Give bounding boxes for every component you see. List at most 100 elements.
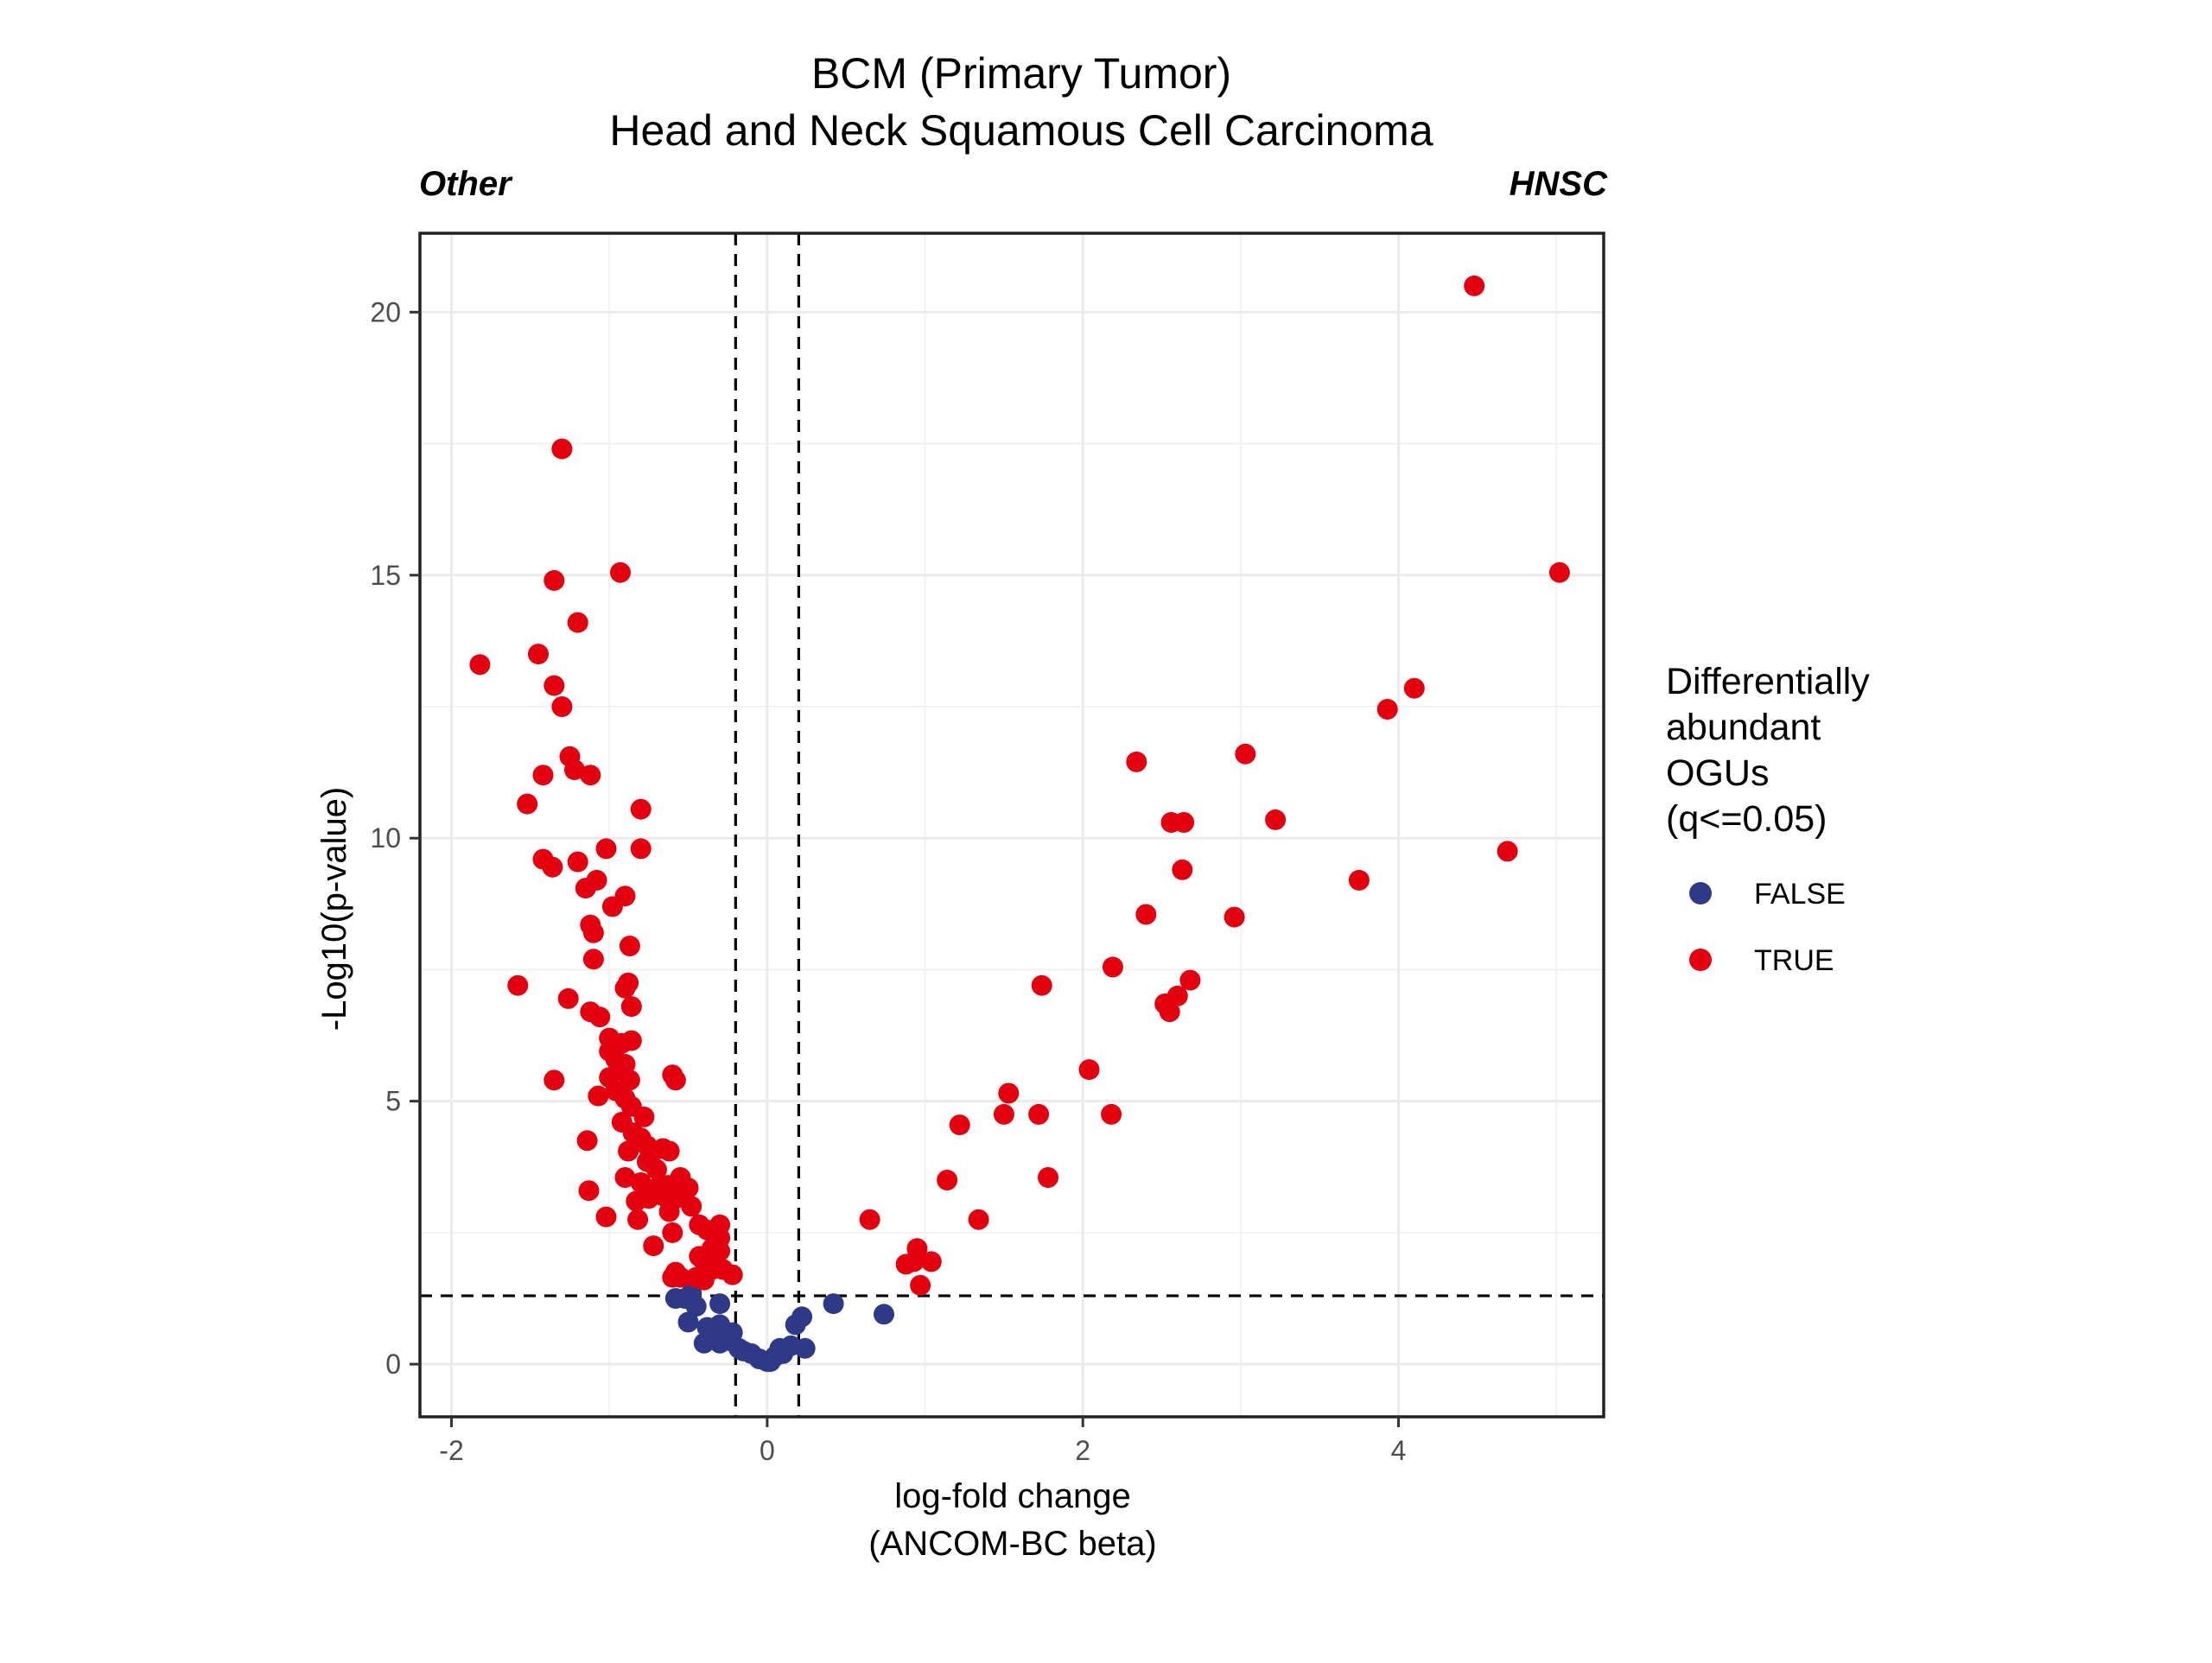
data-point-true <box>630 838 652 860</box>
data-point-true <box>595 1206 617 1228</box>
data-point-true <box>551 696 573 717</box>
data-point-true <box>578 1180 600 1202</box>
data-point-true <box>1179 969 1201 991</box>
data-point-true <box>582 922 604 943</box>
left-group-annotation: Other <box>419 165 513 203</box>
data-point-true <box>627 1209 649 1230</box>
data-point-true <box>551 438 573 460</box>
data-point-true <box>1224 906 1245 928</box>
data-point-true <box>1102 956 1123 978</box>
legend-label-false: FALSE <box>1754 878 1846 911</box>
data-point-true <box>1464 275 1485 296</box>
data-point-true <box>582 949 604 970</box>
data-point-false <box>791 1306 813 1328</box>
data-point-true <box>658 1140 680 1162</box>
data-point-false <box>709 1293 731 1315</box>
data-points <box>469 275 1570 1373</box>
x-axis-title-line2: (ANCOM-BC beta) <box>868 1525 1156 1563</box>
data-point-true <box>620 1030 642 1051</box>
data-point-false <box>693 1332 715 1354</box>
data-point-true <box>517 793 538 815</box>
data-point-true <box>601 896 623 917</box>
data-point-true <box>543 1070 565 1091</box>
data-point-true <box>630 1172 652 1193</box>
data-point-true <box>619 936 640 956</box>
legend-title-line1: Differentially <box>1666 661 1870 702</box>
data-point-false <box>794 1337 816 1359</box>
x-tick-label: 2 <box>1075 1435 1090 1466</box>
data-point-true <box>580 765 601 786</box>
data-point-true <box>589 1006 611 1028</box>
x-tick-label: -2 <box>439 1435 463 1466</box>
data-point-true <box>633 1106 655 1127</box>
data-point-true <box>610 562 631 583</box>
data-point-true <box>576 1130 598 1152</box>
data-point-true <box>620 996 642 1018</box>
data-point-true <box>709 1241 731 1262</box>
data-point-true <box>993 1103 1014 1125</box>
data-point-true <box>532 765 554 786</box>
data-point-true <box>968 1209 989 1230</box>
y-axis-title: -Log10(p-value) <box>315 787 353 1031</box>
data-point-true <box>1028 1103 1050 1125</box>
data-point-true <box>1101 1103 1122 1125</box>
data-point-true <box>1172 859 1193 880</box>
y-tick-label: 20 <box>370 296 401 327</box>
data-point-true <box>664 1070 686 1091</box>
data-point-true <box>469 654 491 676</box>
data-point-true <box>542 856 563 878</box>
data-point-true <box>643 1235 664 1257</box>
data-point-true <box>595 838 617 860</box>
legend-title-line3: OGUs <box>1666 752 1769 794</box>
data-point-true <box>721 1264 743 1285</box>
threshold-lines <box>420 233 1604 1417</box>
x-axis-title-line1: log-fold change <box>894 1477 1131 1515</box>
data-point-true <box>543 675 565 696</box>
data-point-false <box>874 1304 894 1325</box>
data-point-true <box>1376 699 1398 720</box>
data-point-true <box>1173 812 1195 833</box>
legend-title-line4: (q<=0.05) <box>1666 798 1827 840</box>
x-tick-label: 4 <box>1391 1435 1407 1466</box>
y-tick-label: 15 <box>370 560 401 591</box>
chart-title: BCM (Primary Tumor) <box>811 49 1231 98</box>
data-point-true <box>1403 677 1425 699</box>
data-point-true <box>567 851 588 873</box>
data-point-true <box>567 612 588 633</box>
data-point-true <box>557 987 579 1009</box>
y-tick-label: 10 <box>370 822 401 854</box>
data-point-true <box>1265 809 1287 830</box>
data-point-true <box>685 1266 707 1288</box>
data-point-true <box>1166 985 1188 1006</box>
data-point-true <box>564 759 585 781</box>
data-point-true <box>646 1158 667 1180</box>
data-point-true <box>658 1201 680 1222</box>
data-point-true <box>1031 974 1052 996</box>
data-point-true <box>614 977 636 999</box>
data-point-true <box>1126 751 1147 772</box>
data-point-true <box>1135 904 1157 925</box>
data-point-true <box>543 569 565 591</box>
data-point-true <box>614 1167 636 1188</box>
legend-key-true <box>1689 949 1712 971</box>
plot-panel-border <box>418 232 1605 1419</box>
legend-title-line2: abundant <box>1666 707 1821 748</box>
y-tick-label: 5 <box>385 1086 401 1117</box>
chart-subtitle: Head and Neck Squamous Cell Carcinoma <box>609 106 1433 155</box>
x-tick-label: 0 <box>760 1435 775 1466</box>
data-point-true <box>1159 1001 1180 1023</box>
gridlines <box>420 233 1604 1417</box>
y-tick-label: 0 <box>385 1349 401 1380</box>
data-point-true <box>920 1251 942 1273</box>
data-point-true <box>910 1274 931 1296</box>
data-point-true <box>662 1222 683 1243</box>
data-point-true <box>1348 869 1370 891</box>
data-point-true <box>507 974 529 996</box>
data-point-true <box>626 1190 647 1212</box>
data-point-true <box>859 1209 880 1230</box>
legend-label-true: TRUE <box>1754 944 1834 977</box>
data-point-true <box>618 1140 639 1162</box>
data-point-true <box>681 1196 702 1217</box>
